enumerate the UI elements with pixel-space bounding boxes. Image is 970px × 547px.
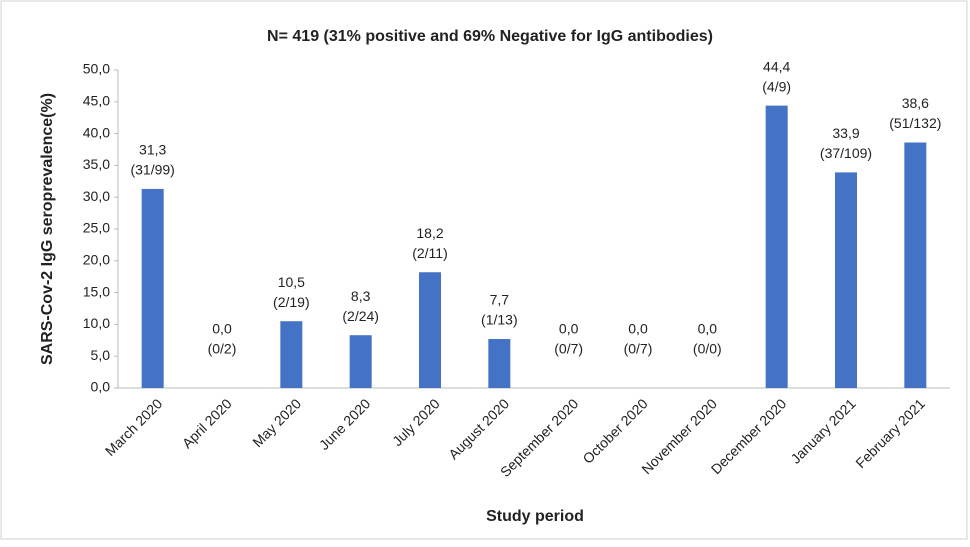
value-label: 31,3 [139, 142, 166, 158]
y-tick-label: 40,0 [83, 124, 110, 140]
bar [488, 339, 511, 388]
fraction-label: (31/99) [130, 162, 174, 178]
fraction-label: (0/7) [624, 341, 653, 357]
fraction-label: (1/13) [481, 312, 518, 328]
value-label: 33,9 [832, 125, 859, 141]
bar [280, 321, 303, 388]
fraction-label: (51/132) [889, 115, 941, 131]
fraction-label: (0/7) [554, 341, 583, 357]
y-tick-label: 10,0 [83, 315, 110, 331]
value-label: 8,3 [351, 288, 371, 304]
y-axis-title: SARS-Cov-2 IgG seroprevalence(%) [39, 93, 56, 365]
fraction-label: (4/9) [762, 78, 791, 94]
value-label: 0,0 [212, 321, 232, 337]
y-tick-label: 45,0 [83, 93, 110, 109]
value-label: 38,6 [902, 95, 929, 111]
fraction-label: (2/11) [412, 245, 448, 261]
value-label: 0,0 [698, 321, 718, 337]
value-label: 0,0 [559, 321, 579, 337]
y-tick-label: 50,0 [83, 61, 110, 77]
value-label: 7,7 [490, 292, 510, 308]
y-tick-label: 20,0 [83, 252, 110, 268]
value-label: 10,5 [278, 274, 305, 290]
bar [349, 335, 372, 388]
y-tick-label: 25,0 [83, 220, 110, 236]
value-label: 44,4 [763, 58, 790, 74]
chart-title: N= 419 (31% positive and 69% Negative fo… [267, 28, 713, 45]
y-tick-label: 5,0 [91, 347, 111, 363]
value-label: 0,0 [628, 321, 648, 337]
value-label: 18,2 [416, 225, 443, 241]
y-tick-label: 30,0 [83, 188, 110, 204]
fraction-label: (0/2) [208, 341, 237, 357]
bar [419, 272, 441, 388]
y-tick-label: 0,0 [91, 379, 111, 395]
x-axis-title: Study period [486, 508, 584, 525]
bar [141, 188, 164, 388]
fraction-label: (2/19) [273, 294, 310, 310]
y-tick-label: 35,0 [83, 156, 110, 172]
y-tick-label: 15,0 [83, 283, 110, 299]
fraction-label: (2/24) [342, 308, 379, 324]
fraction-label: (37/109) [820, 145, 872, 161]
bar [835, 172, 857, 388]
bar [904, 142, 927, 388]
bar [765, 105, 788, 388]
fraction-label: (0/0) [693, 341, 722, 357]
